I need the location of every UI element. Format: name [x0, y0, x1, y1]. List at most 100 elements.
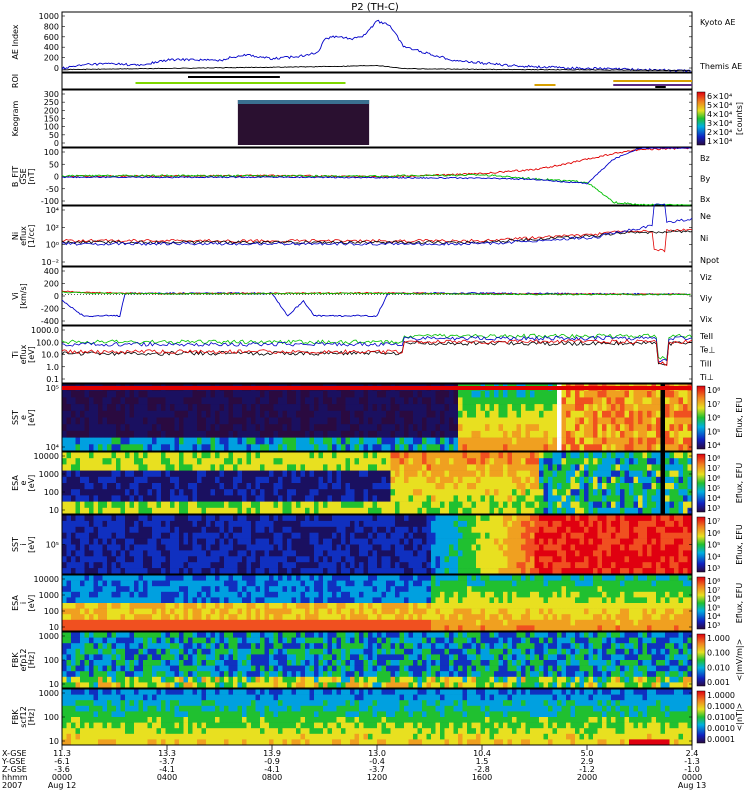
panel-frame — [61, 72, 693, 90]
panel-8: 10000 1000 100 10 ESA e [eV] 10⁸10⁷10⁶10⁵10⁴10³… — [11, 451, 744, 515]
colorbar-tick-label: 10⁵ — [707, 484, 720, 493]
y-axis-label: e — [19, 415, 28, 420]
panel-frame — [61, 574, 693, 632]
colorbar-tick-label: 10⁷ — [707, 464, 720, 473]
panel-frame — [61, 266, 693, 326]
x-tick-label: 5.0 — [581, 749, 594, 758]
series-bz — [61, 147, 691, 178]
y-tick-label: 10⁵ — [46, 384, 59, 393]
x-tick-label: -0.9 — [264, 757, 280, 766]
colorbar-tick-label: 0.0100 — [707, 713, 735, 722]
y-axis-label: [Hz] — [27, 709, 36, 725]
colorbar-tick-label: 10⁴ — [707, 552, 720, 561]
y-tick-label: 100.0 — [36, 338, 59, 347]
x-row-label: hhmm — [2, 773, 28, 782]
series-kyoto-ae — [61, 19, 691, 73]
legend-ne: Ne — [700, 212, 711, 221]
keogram-image — [237, 100, 370, 145]
series-themis-ae — [61, 64, 691, 72]
x-tick-label: -3.7 — [369, 765, 385, 774]
series-bx — [61, 147, 691, 185]
colorbar-tick-label: 0.1000 — [707, 702, 735, 711]
y-axis-label: [eV] — [27, 346, 36, 363]
y-axis-label: i — [19, 602, 28, 604]
legend-npot: Npot — [700, 256, 719, 265]
y-tick-label: 1.0 — [46, 363, 59, 372]
y-tick-label: -200 — [41, 305, 59, 314]
x-tick-label: -6.1 — [54, 757, 70, 766]
x-tick-label: 13.3 — [158, 749, 176, 758]
x-tick-label: 0400 — [157, 773, 177, 782]
legend-vix: Vix — [700, 315, 713, 324]
series-temperature — [61, 340, 693, 366]
colorbar — [696, 576, 706, 630]
y-axis-label: ESA — [11, 595, 20, 611]
colorbar — [696, 91, 706, 146]
colorbar-tick-label: 10⁸ — [707, 386, 720, 395]
colorbar-tick-label: 1×10⁴ — [707, 137, 732, 146]
y-axis-label: [eV] — [27, 536, 36, 553]
colorbar-tick-label: 10³ — [707, 504, 720, 513]
legend-ni: Ni — [700, 234, 708, 243]
colorbar-tick-label: 0.010 — [707, 663, 730, 672]
y-axis-label: [eV] — [27, 595, 36, 612]
x-row-label: X-GSE — [2, 749, 27, 758]
y-tick-label: 10 — [49, 623, 59, 632]
y-tick-label: 10 — [49, 680, 59, 689]
legend-teii: TeII — [699, 332, 713, 341]
y-axis-label: Keogram — [11, 100, 20, 136]
x-tick-label: -3.7 — [159, 757, 175, 766]
colorbar — [696, 633, 706, 687]
colorbar-tick-label: 10⁵ — [707, 603, 720, 612]
x-tick-label: -3.6 — [54, 765, 70, 774]
x-tick-label: -1.0 — [684, 765, 700, 774]
y-axis-label: [1/cc] — [27, 225, 36, 248]
colorbar-tick-label: 1.0000 — [707, 691, 735, 700]
x-tick-label: Aug 12 — [48, 781, 76, 790]
colorbar — [696, 385, 706, 450]
legend-ti: Ti⊥ — [699, 373, 714, 382]
colorbar-tick-label: 10⁸ — [707, 454, 720, 463]
legend-tiii: TiII — [699, 359, 712, 368]
x-tick-label: -0.4 — [369, 757, 385, 766]
colorbar-label: [counts] — [735, 102, 744, 135]
y-axis-label: eflux — [19, 344, 28, 364]
colorbar-tick-label: 10⁴ — [707, 441, 720, 450]
y-axis-label: SST — [11, 410, 20, 425]
plot-title: P2 (TH-C) — [351, 2, 399, 13]
colorbar-tick-label: 0.0010 — [707, 724, 735, 733]
colorbar-tick-label: 10⁶ — [707, 414, 720, 423]
panel-9: 10⁵ SST i [eV] 10⁷ 10⁶ 10⁵ 10⁴ 10³ Eflux, EFU — [11, 514, 744, 575]
panel-frame — [61, 451, 693, 515]
panel-3: 100 50 0 -50 -100 B_FIT GSE [nT] Bz By Bx — [11, 147, 710, 206]
y-axis-label: ESA — [11, 475, 20, 491]
y-axis-label: ROI — [11, 74, 20, 88]
y-tick-label: 10.0 — [41, 351, 59, 360]
series-by — [61, 173, 691, 206]
colorbar-tick-label: 0.100 — [707, 649, 730, 658]
y-axis-label: SST — [11, 537, 20, 552]
colorbar-tick-label: 10⁵ — [707, 427, 720, 436]
x-tick-label: 1600 — [472, 773, 492, 782]
series-density — [61, 228, 693, 253]
colorbar — [696, 453, 706, 513]
y-tick-label: 1000 — [39, 689, 59, 698]
line-series — [61, 19, 693, 390]
y-tick-label: 1000 — [39, 470, 59, 479]
x-tick-label: -4.1 — [264, 765, 280, 774]
x-tick-label: -1.3 — [684, 757, 700, 766]
y-axis-label: [eV] — [27, 409, 36, 426]
colorbar-label: <|mV/m|> — [735, 639, 744, 682]
y-tick-label: 10000 — [34, 452, 59, 461]
y-tick-label: 100 — [44, 148, 59, 157]
series-density — [61, 229, 693, 245]
legend-bx: Bx — [700, 195, 710, 204]
panel-frame — [61, 11, 693, 73]
y-tick-label: 50 — [49, 160, 59, 169]
colorbar-tick-label: 10⁷ — [707, 517, 720, 526]
y-tick-label: 10⁴ — [46, 206, 59, 215]
x-tick-label: 13.0 — [368, 749, 386, 758]
colorbar-tick-label: 5×10⁴ — [707, 101, 732, 110]
